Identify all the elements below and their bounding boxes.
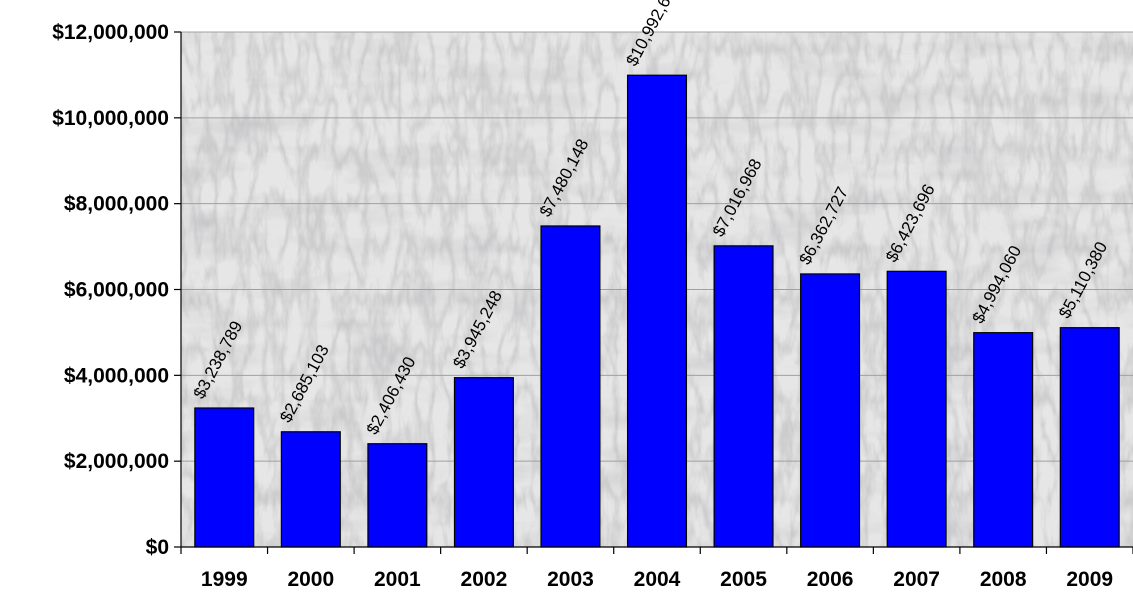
bar-2006 bbox=[800, 273, 861, 548]
x-tick-label: 2003 bbox=[547, 568, 594, 591]
y-tick-label: $12,000,000 bbox=[52, 21, 169, 44]
x-tick-label: 2007 bbox=[893, 568, 940, 591]
bar-2000 bbox=[280, 431, 341, 548]
y-tick-label: $10,000,000 bbox=[52, 107, 169, 130]
y-tick-label: $2,000,000 bbox=[64, 450, 169, 473]
x-tick-label: 2008 bbox=[980, 568, 1027, 591]
x-tick-label: 1999 bbox=[201, 568, 248, 591]
bar-2007 bbox=[886, 270, 947, 548]
x-tick-label: 2002 bbox=[461, 568, 508, 591]
x-axis-tick-labels: 1999 2000 2001 2002 2003 2004 2005 2006 2007 2008… bbox=[201, 568, 1113, 591]
y-tick-label: $8,000,000 bbox=[64, 193, 169, 216]
x-tick-label: 2000 bbox=[287, 568, 334, 591]
x-tick-label: 2009 bbox=[1066, 568, 1113, 591]
bar-2004 bbox=[626, 74, 688, 548]
bars bbox=[194, 74, 1120, 548]
x-tick-label: 2001 bbox=[374, 568, 421, 591]
bar-1999 bbox=[194, 407, 255, 548]
x-tick-label: 2004 bbox=[634, 568, 681, 591]
y-tick-label: $4,000,000 bbox=[64, 364, 169, 387]
y-axis-tick-labels: $0 $2,000,000 $4,000,000 $6,000,000 $8,000,0… bbox=[52, 21, 169, 559]
axes bbox=[174, 31, 1133, 554]
bar-2005 bbox=[713, 245, 774, 548]
bar-2001 bbox=[367, 443, 428, 548]
bar-2009 bbox=[1059, 327, 1120, 548]
bar-2003 bbox=[540, 225, 601, 548]
x-tick-label: 2005 bbox=[720, 568, 767, 591]
y-tick-label: $6,000,000 bbox=[64, 279, 169, 302]
y-tick-label: $0 bbox=[146, 536, 169, 559]
x-tick-label: 2006 bbox=[807, 568, 854, 591]
bar-2008 bbox=[973, 332, 1034, 548]
bar-2002 bbox=[453, 377, 514, 548]
